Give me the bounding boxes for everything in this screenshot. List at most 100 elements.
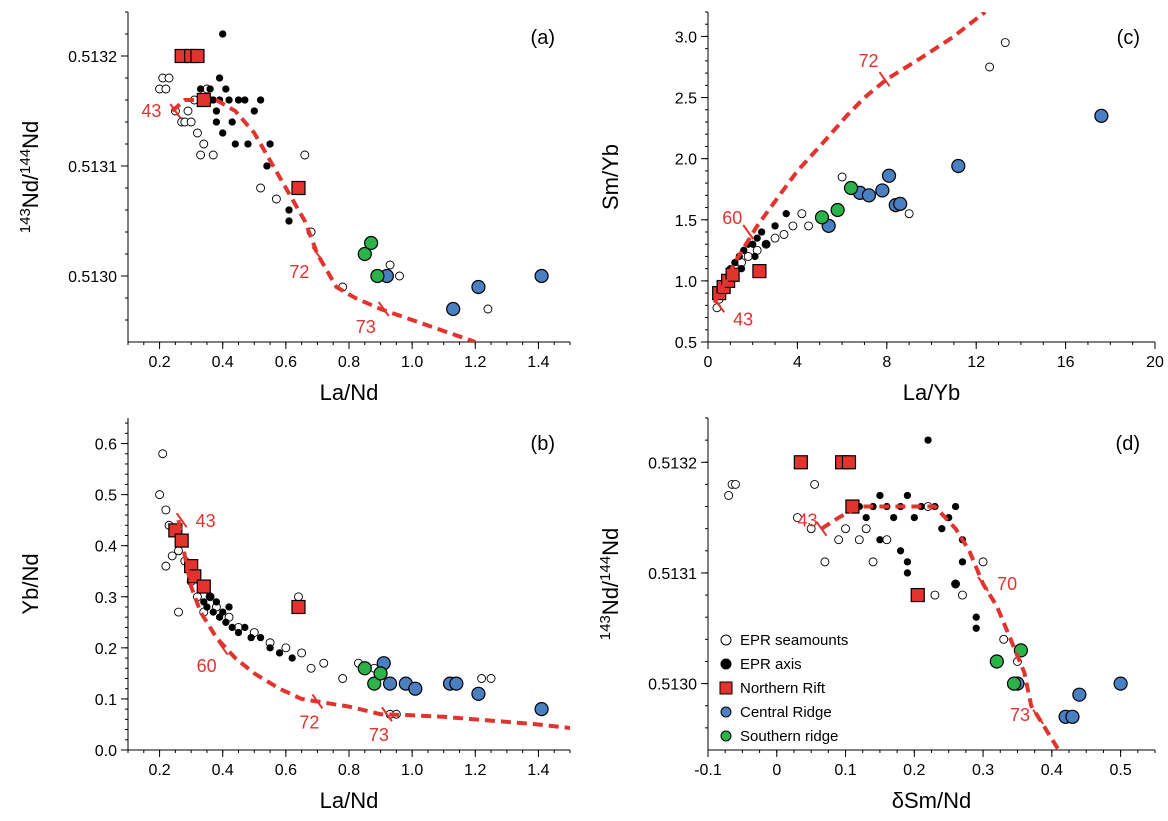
data-point <box>985 62 995 72</box>
data-point <box>196 579 211 594</box>
data-point <box>183 106 193 116</box>
x-tick-label: 1.0 <box>401 762 423 779</box>
data-point <box>263 162 271 170</box>
y-tick-label: 0.5130 <box>68 269 117 286</box>
data-point <box>285 206 293 214</box>
series-northern-rift <box>712 264 767 301</box>
series-epr-seamounts <box>724 479 1022 666</box>
model-curve <box>170 98 476 342</box>
data-point <box>793 455 808 470</box>
y-axis-title-part: 143 <box>17 208 34 233</box>
data-point <box>957 590 967 600</box>
data-point <box>834 535 844 545</box>
data-point <box>446 301 461 317</box>
data-point <box>471 686 486 701</box>
data-point <box>373 666 388 681</box>
series-southern-ridge <box>357 661 388 691</box>
legend-label: EPR seamounts <box>740 632 848 649</box>
curve-label: 70 <box>997 574 1017 594</box>
y-tick-label: 0.5130 <box>648 677 697 694</box>
y-tick-label: 0.5131 <box>648 566 697 583</box>
data-point <box>876 491 884 500</box>
curve-label: 43 <box>141 101 161 121</box>
x-tick-label: -0.1 <box>694 762 722 779</box>
x-tick-label: 0.3 <box>972 762 994 779</box>
data-point <box>837 172 847 182</box>
data-point <box>841 524 850 534</box>
legend-marker <box>720 634 732 646</box>
y-tick-label: 1.5 <box>675 213 697 230</box>
data-point <box>779 229 789 239</box>
curve-marker <box>169 103 182 119</box>
data-point <box>989 654 1004 669</box>
data-point <box>228 623 236 632</box>
y-axis-title-part: Nd/ <box>598 580 623 615</box>
x-axis-title: La/Yb <box>903 380 961 405</box>
data-point <box>951 158 966 174</box>
data-point <box>244 140 252 148</box>
data-point <box>904 209 914 219</box>
series-central-ridge <box>821 108 1109 233</box>
data-point <box>219 129 227 137</box>
legend-marker <box>720 706 732 718</box>
data-point <box>196 150 206 160</box>
legend-marker <box>720 658 732 670</box>
data-point <box>367 676 382 691</box>
x-tick-label: 20 <box>1146 354 1164 371</box>
data-point <box>219 608 227 616</box>
panel-label: (b) <box>531 433 555 455</box>
data-point <box>385 260 395 270</box>
data-point <box>882 535 892 545</box>
data-point <box>924 436 932 444</box>
data-point <box>291 599 306 615</box>
data-point <box>364 235 379 251</box>
data-point <box>814 210 830 225</box>
data-point <box>256 633 265 642</box>
data-point <box>843 180 859 196</box>
chart-panel-1: 0 4 8 12 16 20 0.5 1.0 1.5 2.0 2.5 3.0 La/Yb Sm/Yb (c)… <box>598 11 1164 405</box>
legend-marker <box>719 681 733 695</box>
data-point <box>752 264 767 279</box>
data-point <box>382 676 398 691</box>
data-point <box>266 644 274 652</box>
data-point <box>477 674 487 683</box>
data-point <box>1065 709 1080 724</box>
legend-marker <box>720 730 732 742</box>
y-axis-title: Yb/Nd <box>18 553 43 614</box>
data-point <box>753 234 761 242</box>
y-tick-label: 0.2 <box>95 641 117 658</box>
data-point <box>222 618 230 626</box>
legend-label: EPR axis <box>740 656 802 673</box>
data-point <box>893 196 908 211</box>
data-point <box>215 613 224 621</box>
y-axis-title-part: 144 <box>597 556 614 581</box>
x-tick-label: 12 <box>967 354 985 371</box>
data-point <box>167 551 177 561</box>
plot-area: 43 72 73 <box>141 30 549 342</box>
data-point <box>486 674 496 683</box>
data-point <box>203 603 211 611</box>
y-tick-label: 0.5131 <box>68 159 117 176</box>
data-point <box>771 222 779 230</box>
data-point <box>266 140 274 148</box>
x-tick-label: 1.2 <box>464 354 486 371</box>
data-point <box>999 634 1009 644</box>
chart-panel-0: 0.2 0.4 0.6 0.8 1.0 1.2 1.4 0.5130 0.5131 0.5132 L… <box>17 11 571 405</box>
data-point <box>861 188 877 203</box>
data-point <box>158 449 168 459</box>
series-epr-axis <box>200 593 296 662</box>
x-tick-label: 0.2 <box>148 354 170 371</box>
data-point <box>241 623 249 632</box>
model-curve <box>712 12 987 304</box>
chart-panel-2: 0.2 0.4 0.6 0.8 1.0 1.2 1.4 0.0 0.1 0.2 0.3 0.4 0.5 0… <box>18 418 571 813</box>
data-point <box>471 279 486 295</box>
data-point <box>300 150 310 160</box>
data-point <box>209 608 217 616</box>
data-point <box>903 558 912 566</box>
y-tick-label: 0.5 <box>95 488 117 505</box>
panel-label: (c) <box>1117 27 1140 49</box>
data-point <box>534 268 549 284</box>
x-tick-label: 1.2 <box>464 762 486 779</box>
plot-area: 43 60 72 <box>712 12 1109 329</box>
